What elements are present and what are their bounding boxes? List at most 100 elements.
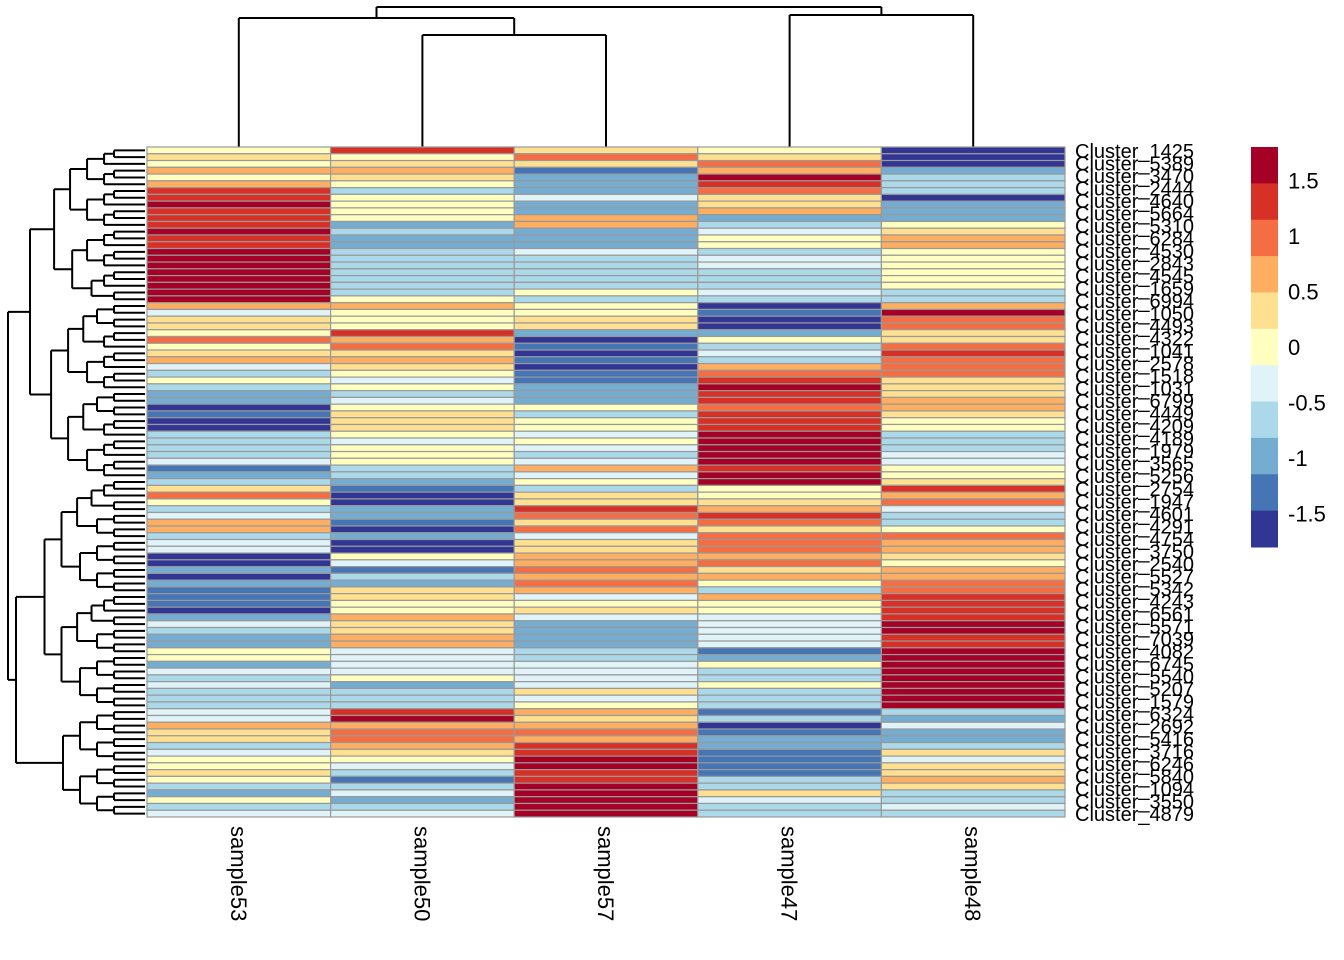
row-label: Cluster_4601 — [1075, 504, 1194, 526]
legend-swatch — [1251, 292, 1278, 330]
heatmap-cell — [880, 640, 1066, 649]
heatmap-cell — [513, 288, 699, 297]
row-label: Cluster_4082 — [1075, 641, 1194, 663]
heatmap-cell — [330, 538, 515, 547]
heatmap-cell — [880, 200, 1066, 209]
heatmap-cell — [697, 180, 882, 189]
heatmap-cell — [880, 159, 1066, 168]
heatmap-cell — [513, 599, 699, 608]
heatmap-cell — [513, 478, 699, 486]
heatmap-cell — [880, 511, 1066, 520]
heatmap-cell — [880, 288, 1066, 297]
heatmap-cell — [330, 457, 515, 466]
heatmap-cell — [697, 410, 882, 419]
heatmap-cell — [880, 789, 1066, 798]
heatmap-cell — [697, 538, 882, 547]
legend-swatch — [1251, 256, 1278, 293]
heatmap-cell — [146, 782, 332, 791]
heatmap-cell — [880, 383, 1066, 392]
heatmap-cell — [146, 647, 332, 656]
heatmap-cell — [697, 261, 882, 270]
heatmap-cell — [146, 626, 332, 635]
heatmap-cell — [330, 775, 515, 784]
heatmap-cell — [697, 565, 882, 574]
heatmap-cell — [880, 268, 1066, 277]
heatmap-cell — [513, 687, 699, 696]
heatmap-cell — [880, 274, 1066, 283]
heatmap-cell — [330, 559, 515, 568]
row-label: Cluster_2540 — [1075, 554, 1194, 576]
heatmap-cell — [697, 417, 882, 426]
heatmap-cell — [880, 464, 1066, 473]
heatmap-cell — [513, 247, 699, 256]
heatmap-cell — [880, 762, 1066, 771]
column-label-sample50: sample50 — [409, 826, 434, 921]
heatmap-cell — [880, 207, 1066, 216]
heatmap-cell — [146, 809, 332, 818]
heatmap-cell — [880, 633, 1066, 642]
heatmap-cell — [697, 667, 882, 676]
heatmap-cell — [330, 741, 515, 750]
heatmap-cell — [146, 491, 332, 500]
legend-tick-0: 0 — [1288, 335, 1300, 360]
heatmap-cell — [697, 789, 882, 798]
heatmap-cell — [880, 356, 1066, 365]
heatmap-cell — [330, 782, 515, 791]
heatmap-cell — [513, 193, 699, 202]
heatmap-cell — [880, 708, 1066, 717]
heatmap-cell — [697, 775, 882, 784]
legend-swatch — [1251, 437, 1278, 475]
heatmap-cell — [880, 187, 1066, 195]
heatmap-cell — [697, 329, 882, 338]
heatmap-cell — [697, 701, 882, 710]
heatmap-cell — [330, 288, 515, 297]
heatmap-cell — [330, 274, 515, 283]
heatmap-cells — [146, 146, 1066, 818]
heatmap-cell — [330, 207, 515, 216]
heatmap-cell — [146, 159, 332, 168]
heatmap-cell — [513, 586, 699, 595]
heatmap-cell — [513, 383, 699, 392]
heatmap-cell — [513, 667, 699, 676]
heatmap-cell — [880, 599, 1066, 608]
row-label: Cluster_1947 — [1075, 491, 1194, 513]
heatmap-cell — [330, 444, 515, 453]
heatmap-cell — [146, 207, 332, 216]
heatmap-cell — [513, 471, 699, 480]
heatmap-cell — [880, 390, 1066, 399]
heatmap-cell — [146, 234, 332, 243]
heatmap-cell — [330, 518, 515, 527]
heatmap-cell — [513, 430, 699, 439]
heatmap-cell — [880, 714, 1066, 723]
heatmap-cell — [146, 444, 332, 453]
heatmap-cell — [880, 620, 1066, 629]
heatmap-cell — [330, 383, 515, 392]
heatmap-cell — [513, 329, 699, 338]
heatmap-cell — [513, 498, 699, 507]
heatmap-cell — [697, 552, 882, 561]
heatmap-cell — [330, 721, 515, 730]
heatmap-cell — [880, 376, 1066, 385]
heatmap-cell — [697, 288, 882, 297]
heatmap-cell — [146, 681, 332, 690]
heatmap-cell — [880, 769, 1066, 777]
heatmap-cell — [880, 180, 1066, 189]
heatmap-cell — [880, 308, 1066, 317]
heatmap-cell — [146, 180, 332, 189]
heatmap-cell — [513, 796, 699, 805]
heatmap-cell — [513, 762, 699, 771]
heatmap-cell — [330, 173, 515, 182]
heatmap-cell — [697, 498, 882, 507]
heatmap-cell — [513, 457, 699, 466]
row-label: Cluster_4545 — [1075, 266, 1194, 288]
heatmap-cell — [330, 281, 515, 290]
heatmap-cell — [146, 315, 332, 324]
heatmap-cell — [330, 362, 515, 371]
heatmap-cell — [146, 667, 332, 676]
row-label: Cluster_6745 — [1075, 654, 1194, 676]
row-label: Cluster_5389 — [1075, 154, 1194, 176]
heatmap-cell — [146, 545, 332, 554]
heatmap-cell — [697, 200, 882, 209]
heatmap-cell — [697, 728, 882, 737]
heatmap-cell — [146, 464, 332, 473]
